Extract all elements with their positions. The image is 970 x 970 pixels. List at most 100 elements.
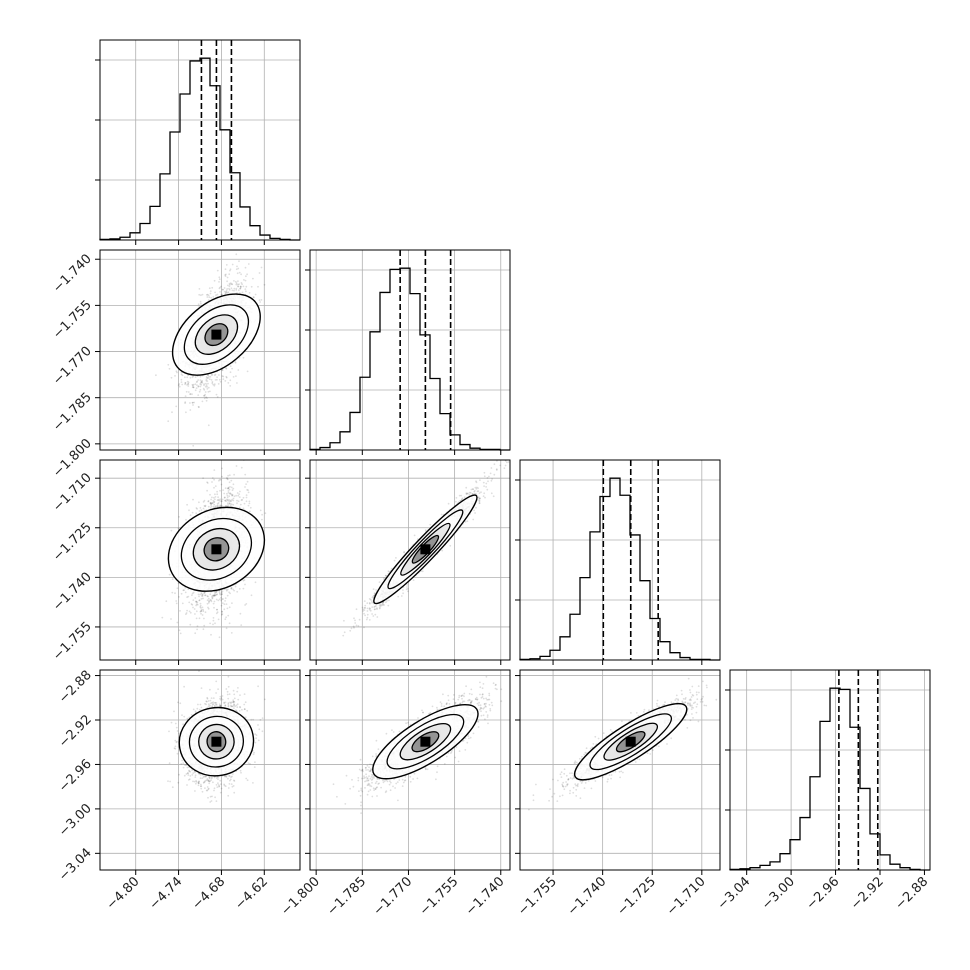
scatter-point xyxy=(239,287,242,290)
scatter-point xyxy=(212,602,215,605)
scatter-point xyxy=(220,593,223,596)
scatter-point xyxy=(208,601,210,604)
scatter-point xyxy=(194,613,196,615)
scatter-point xyxy=(224,380,227,382)
scatter-point xyxy=(236,283,239,286)
scatter-point xyxy=(178,596,180,598)
scatter-point xyxy=(242,356,245,359)
scatter-point xyxy=(211,496,213,499)
scatter-point xyxy=(229,504,232,507)
scatter-point xyxy=(239,490,241,493)
scatter-point xyxy=(214,591,217,594)
scatter-point xyxy=(249,506,252,509)
scatter-point xyxy=(207,505,210,508)
scatter-point xyxy=(218,278,221,281)
scatter-point xyxy=(212,595,215,597)
scatter-point xyxy=(198,599,201,602)
scatter-point xyxy=(233,289,235,292)
scatter-point xyxy=(171,411,173,414)
scatter-point xyxy=(202,477,205,479)
scatter-point xyxy=(227,284,229,287)
scatter-point xyxy=(191,603,194,606)
scatter-point xyxy=(174,592,176,595)
scatter-point xyxy=(207,374,209,377)
scatter-point xyxy=(215,598,218,601)
scatter-point xyxy=(201,614,204,616)
scatter-point xyxy=(232,503,235,506)
scatter-point xyxy=(192,606,194,609)
hist-step-4 xyxy=(729,687,930,871)
scatter-point xyxy=(235,494,238,497)
scatter-point xyxy=(216,376,219,379)
scatter-point xyxy=(247,491,250,494)
scatter-point xyxy=(186,376,189,379)
scatter-point xyxy=(176,371,178,374)
scatter-point xyxy=(188,509,190,512)
scatter-point xyxy=(226,477,228,479)
scatter-point xyxy=(206,294,208,296)
scatter-point xyxy=(228,282,231,285)
scatter-point xyxy=(221,500,223,503)
scatter-point xyxy=(214,291,217,294)
scatter-point xyxy=(229,365,232,368)
scatter-point xyxy=(225,500,228,502)
scatter-point xyxy=(213,486,215,489)
scatter-point xyxy=(229,492,232,495)
scatter-point xyxy=(187,385,190,387)
scatter-point xyxy=(197,593,200,596)
scatter-point xyxy=(230,287,233,290)
hist-panel-4 xyxy=(725,669,931,871)
scatter-point xyxy=(232,487,235,490)
scatter-point xyxy=(258,272,261,274)
scatter-point xyxy=(243,502,246,505)
hist-panel-3 xyxy=(515,459,721,661)
scatter-point xyxy=(201,379,204,382)
scatter-point xyxy=(214,592,216,595)
scatter-point xyxy=(242,507,245,510)
scatter-point xyxy=(221,593,223,595)
hist-panel-1 xyxy=(95,39,301,241)
scatter-point xyxy=(180,592,183,595)
scatter-point xyxy=(199,606,202,608)
scatter-point xyxy=(185,411,187,414)
scatter-point xyxy=(180,378,183,381)
scatter-point xyxy=(199,379,202,381)
scatter-point xyxy=(242,496,245,499)
scatter-point xyxy=(211,477,214,479)
scatter-point xyxy=(191,594,193,597)
scatter-point xyxy=(202,610,205,613)
scatter-point xyxy=(196,380,199,383)
scatter-point xyxy=(197,379,200,381)
scatter-point xyxy=(167,363,170,366)
scatter-point xyxy=(259,301,262,303)
scatter-point xyxy=(192,386,195,389)
scatter-point xyxy=(195,617,198,620)
scatter-point xyxy=(219,291,221,293)
scatter-point xyxy=(246,489,249,491)
scatter-point xyxy=(230,479,233,482)
scatter-point xyxy=(207,382,209,385)
scatter-point xyxy=(223,492,226,495)
scatter-point xyxy=(207,424,210,427)
scatter-point xyxy=(200,612,202,615)
scatter-point xyxy=(245,290,247,293)
scatter-point xyxy=(197,303,200,306)
scatter-point xyxy=(238,588,241,590)
scatter-point xyxy=(185,613,187,616)
scatter-point xyxy=(230,283,233,285)
scatter-point xyxy=(200,383,203,386)
scatter-point xyxy=(213,500,216,503)
scatter-point xyxy=(224,274,227,276)
scatter-point xyxy=(227,487,229,490)
scatter-point xyxy=(201,381,204,384)
scatter-point xyxy=(187,383,190,385)
scatter-point xyxy=(205,378,208,380)
scatter-point xyxy=(250,594,253,597)
scatter-point xyxy=(192,498,194,501)
scatter-point xyxy=(184,395,187,397)
scatter-point xyxy=(220,599,223,602)
scatter-point xyxy=(214,505,217,508)
scatter-point xyxy=(237,289,240,292)
scatter-point xyxy=(216,502,219,505)
scatter-point xyxy=(207,500,210,503)
